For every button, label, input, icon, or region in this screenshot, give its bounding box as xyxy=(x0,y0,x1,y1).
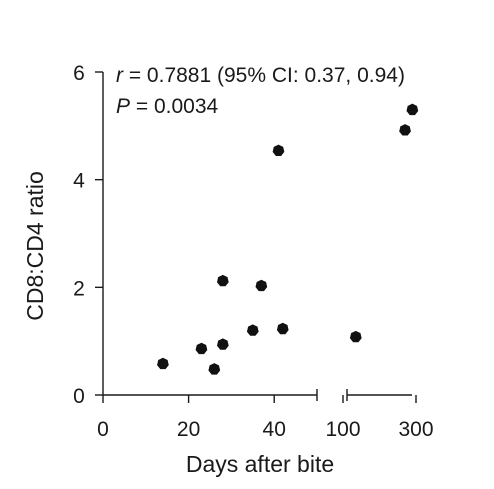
data-point xyxy=(216,274,229,287)
x-tick-label: 40 xyxy=(263,418,286,441)
x-axis: 0 20 40 100 300 xyxy=(97,389,434,441)
data-point xyxy=(216,338,229,350)
y-tick-label: 6 xyxy=(73,62,85,85)
data-point xyxy=(195,342,208,355)
x-tick-label: 20 xyxy=(177,418,200,441)
data-point xyxy=(406,103,419,116)
data-point xyxy=(157,357,169,370)
correlation-annotation: r = 0.7881 (95% CI: 0.37, 0.94) xyxy=(116,64,405,87)
y-axis: 0 2 4 6 xyxy=(73,62,104,408)
y-axis-title: CD8:CD4 ratio xyxy=(22,171,48,321)
data-point xyxy=(349,330,362,343)
y-tick-label: 0 xyxy=(73,385,85,408)
x-tick-label: 0 xyxy=(97,418,109,441)
data-points xyxy=(157,103,419,375)
r-value: = 0.7881 (95% CI: 0.37, 0.94) xyxy=(123,64,405,87)
y-tick-label: 4 xyxy=(73,170,85,193)
x-tick-label: 100 xyxy=(325,418,360,441)
x-ticks: 0 20 40 100 300 xyxy=(97,389,434,441)
data-point xyxy=(255,279,268,292)
r-symbol: r xyxy=(116,64,124,87)
data-point xyxy=(246,324,259,336)
data-point xyxy=(276,322,289,335)
data-point xyxy=(399,124,411,136)
y-tick-label: 2 xyxy=(73,277,85,300)
p-value-annotation: P = 0.0034 xyxy=(116,95,218,118)
y-ticks: 0 2 4 6 xyxy=(73,62,103,408)
data-point xyxy=(272,144,285,156)
x-tick-label: 300 xyxy=(398,418,433,441)
p-value: = 0.0034 xyxy=(130,95,218,118)
data-point xyxy=(208,363,221,375)
x-axis-title: Days after bite xyxy=(186,451,334,477)
p-symbol: P xyxy=(116,95,130,118)
